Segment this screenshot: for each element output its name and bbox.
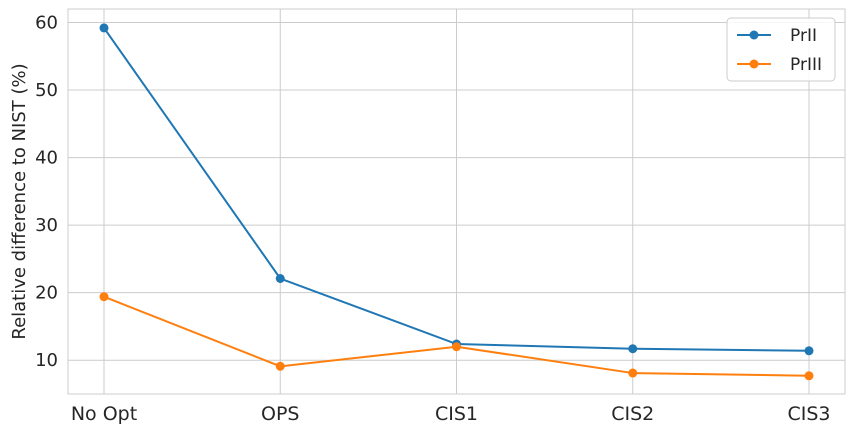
x-tick-label: CIS1 bbox=[435, 403, 478, 425]
data-point bbox=[99, 23, 109, 33]
legend-entry: PrII bbox=[737, 26, 817, 46]
data-point bbox=[275, 274, 285, 283]
legend: PrII PrIII bbox=[726, 17, 836, 82]
legend-marker bbox=[749, 59, 759, 69]
plot-frame bbox=[67, 8, 846, 395]
data-point bbox=[628, 368, 638, 378]
y-axis-label: Relative difference to NIST (%) bbox=[9, 63, 30, 339]
legend-label: PrII bbox=[790, 26, 817, 46]
x-tick-label: OPS bbox=[261, 403, 299, 425]
data-point bbox=[804, 346, 814, 356]
data-point bbox=[99, 292, 109, 302]
data-point bbox=[452, 342, 461, 352]
x-tick-label: CIS2 bbox=[611, 403, 654, 425]
series bbox=[99, 23, 814, 381]
y-tick-label: 50 bbox=[35, 80, 58, 101]
x-tick-label: No Opt bbox=[71, 403, 137, 425]
data-point bbox=[275, 361, 285, 371]
x-axis-ticks: No Opt OPS CIS1 CIS2 CIS3 bbox=[71, 403, 831, 425]
data-point bbox=[628, 344, 638, 354]
series-priii bbox=[99, 292, 814, 381]
legend-label: PrIII bbox=[790, 55, 822, 75]
y-tick-label: 60 bbox=[35, 13, 58, 34]
y-tick-label: 40 bbox=[35, 148, 58, 169]
y-tick-label: 20 bbox=[35, 283, 58, 304]
y-axis-ticks: 10 20 30 40 50 60 bbox=[35, 13, 58, 372]
data-point bbox=[804, 371, 814, 381]
x-tick-label: CIS3 bbox=[787, 403, 830, 425]
legend-marker bbox=[749, 30, 759, 40]
legend-entry: PrIII bbox=[737, 55, 822, 75]
y-tick-label: 30 bbox=[35, 215, 58, 236]
y-tick-label: 10 bbox=[35, 350, 58, 371]
